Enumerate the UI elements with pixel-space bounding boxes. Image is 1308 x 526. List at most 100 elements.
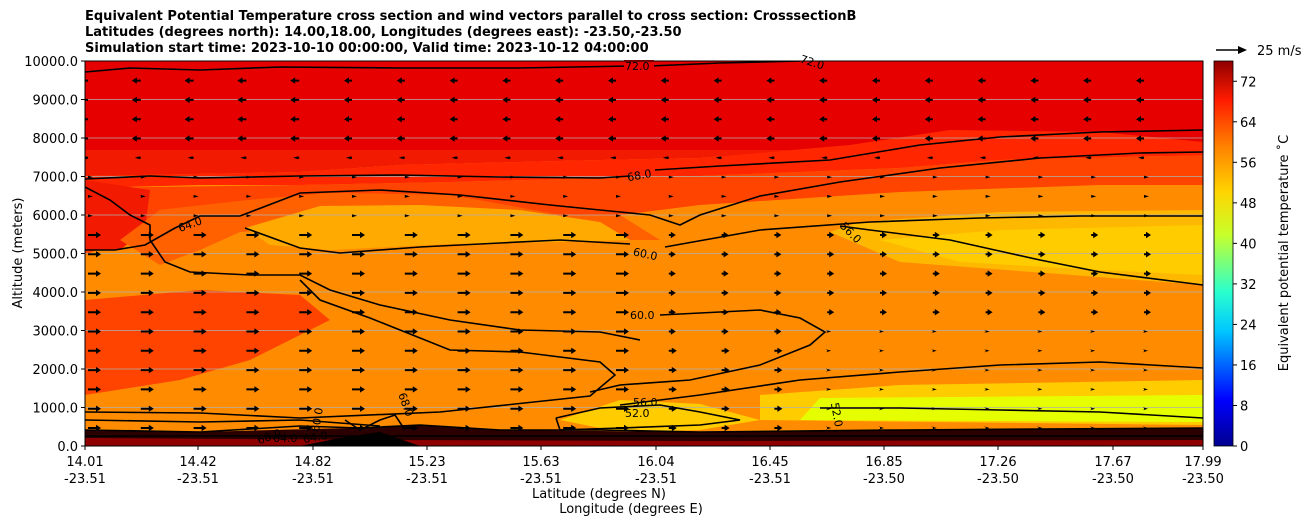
x-tick-label-lon: -23.51 [406,472,448,487]
wind-vector [932,231,940,239]
wind-vector [140,347,154,354]
wind-vector [1038,289,1046,297]
wind-vector [926,156,933,160]
contour-72 [85,61,801,73]
x-tick-label-lon: -23.50 [1182,472,1224,487]
contour-label-68: 68.0 [626,167,652,184]
y-axis: 0.0 1000.0 2000.0 3000.0 4000.0 5000.0 6000.0 7… [24,55,85,455]
wind-vector [1090,330,1096,333]
wind-vector [510,309,524,316]
wind-vector [827,194,833,198]
wind-vector [826,387,832,391]
contour-64 [85,151,1203,341]
x-tick-label-lon: -23.51 [520,472,562,487]
wind-vector [931,407,937,411]
wind-vector [346,156,352,160]
wind-vector [616,309,629,316]
x-tick-label-lon: -23.50 [1092,472,1134,487]
wind-vector [457,309,471,316]
wind-vector [766,116,775,123]
wind-vector [299,405,313,412]
wind-vector [299,328,313,335]
wind-vector [1136,96,1144,104]
quiver-key-label: 25 m/s [1257,44,1302,59]
wind-vector [774,309,782,316]
wind-vector [932,214,938,218]
wind-vector [721,251,729,258]
wind-vector [510,386,524,393]
wind-vector [344,77,352,84]
title-line-2: Latitudes (degrees north): 14.00,18.00, … [85,25,682,40]
wind-vector [715,156,722,160]
wind-vector [352,194,357,198]
wind-vector [668,231,676,239]
wind-vector [826,349,832,353]
wind-vector [1091,214,1097,218]
wind-vector [616,270,629,277]
wind-vector [193,366,207,374]
wind-vector [774,194,780,198]
wind-vector [880,194,885,198]
wind-vector [140,424,154,432]
wind-vector [457,405,471,412]
wind-vector [555,77,564,84]
contour-label-64c: 64.0 [302,429,328,446]
wind-vector [977,116,986,123]
wind-vector [721,231,729,239]
wind-vector [774,214,780,218]
wind-vector [880,251,887,258]
wind-vector [352,424,365,432]
wind-vector [555,96,564,104]
wind-vector [396,116,405,123]
wind-vector [134,156,141,160]
wind-vector [660,96,669,104]
title-line-3: Simulation start time: 2023-10-10 00:00:… [85,41,649,56]
wind-vector [290,77,300,84]
wind-vector [237,116,247,123]
wind-vector [404,309,418,316]
wind-vector [660,116,669,123]
wind-vector [299,366,313,374]
wind-vector [932,309,940,316]
quiver-key: 25 m/s [1216,44,1302,59]
wind-vector [344,135,352,142]
wind-vector [396,77,405,84]
wind-vector [1038,309,1046,316]
wind-vector [721,175,727,179]
x-tick-label-lon: -23.51 [635,472,677,487]
wind-vector [827,214,833,218]
wind-vector [1090,426,1096,430]
wind-vector [721,405,730,412]
wind-vector [608,77,616,84]
colorbar-label: Equivalent potential temperature ˚C [1276,135,1292,371]
wind-vector [404,386,418,393]
x-tick-label-lat: 14.42 [179,455,216,470]
wind-vector [1090,407,1096,411]
wind-vector [721,309,729,316]
wind-vector [299,194,305,198]
colorbar-tick-label: 64 [1240,116,1257,131]
wind-vector [290,116,300,123]
wind-vector [721,289,729,297]
y-axis-label: Altitude (meters) [11,198,26,309]
y-tick-label: 6000.0 [33,209,79,224]
wind-vector [88,366,101,374]
wind-vector [85,98,88,101]
wind-vector [924,77,933,84]
wind-vector [985,214,991,218]
wind-vector [449,77,458,84]
wind-vector [774,175,780,179]
wind-vector [451,156,458,160]
wind-vector [766,77,775,84]
wind-vector [768,156,775,160]
wind-vector [140,386,154,393]
wind-vector [872,135,880,142]
wind-vector [563,424,577,432]
wind-vector [1037,330,1043,333]
wind-vector [344,96,352,104]
wind-vector [352,328,365,335]
wind-vector [299,175,305,179]
wind-vector [713,77,722,84]
wind-vector [872,77,880,84]
wind-vector [140,175,146,179]
